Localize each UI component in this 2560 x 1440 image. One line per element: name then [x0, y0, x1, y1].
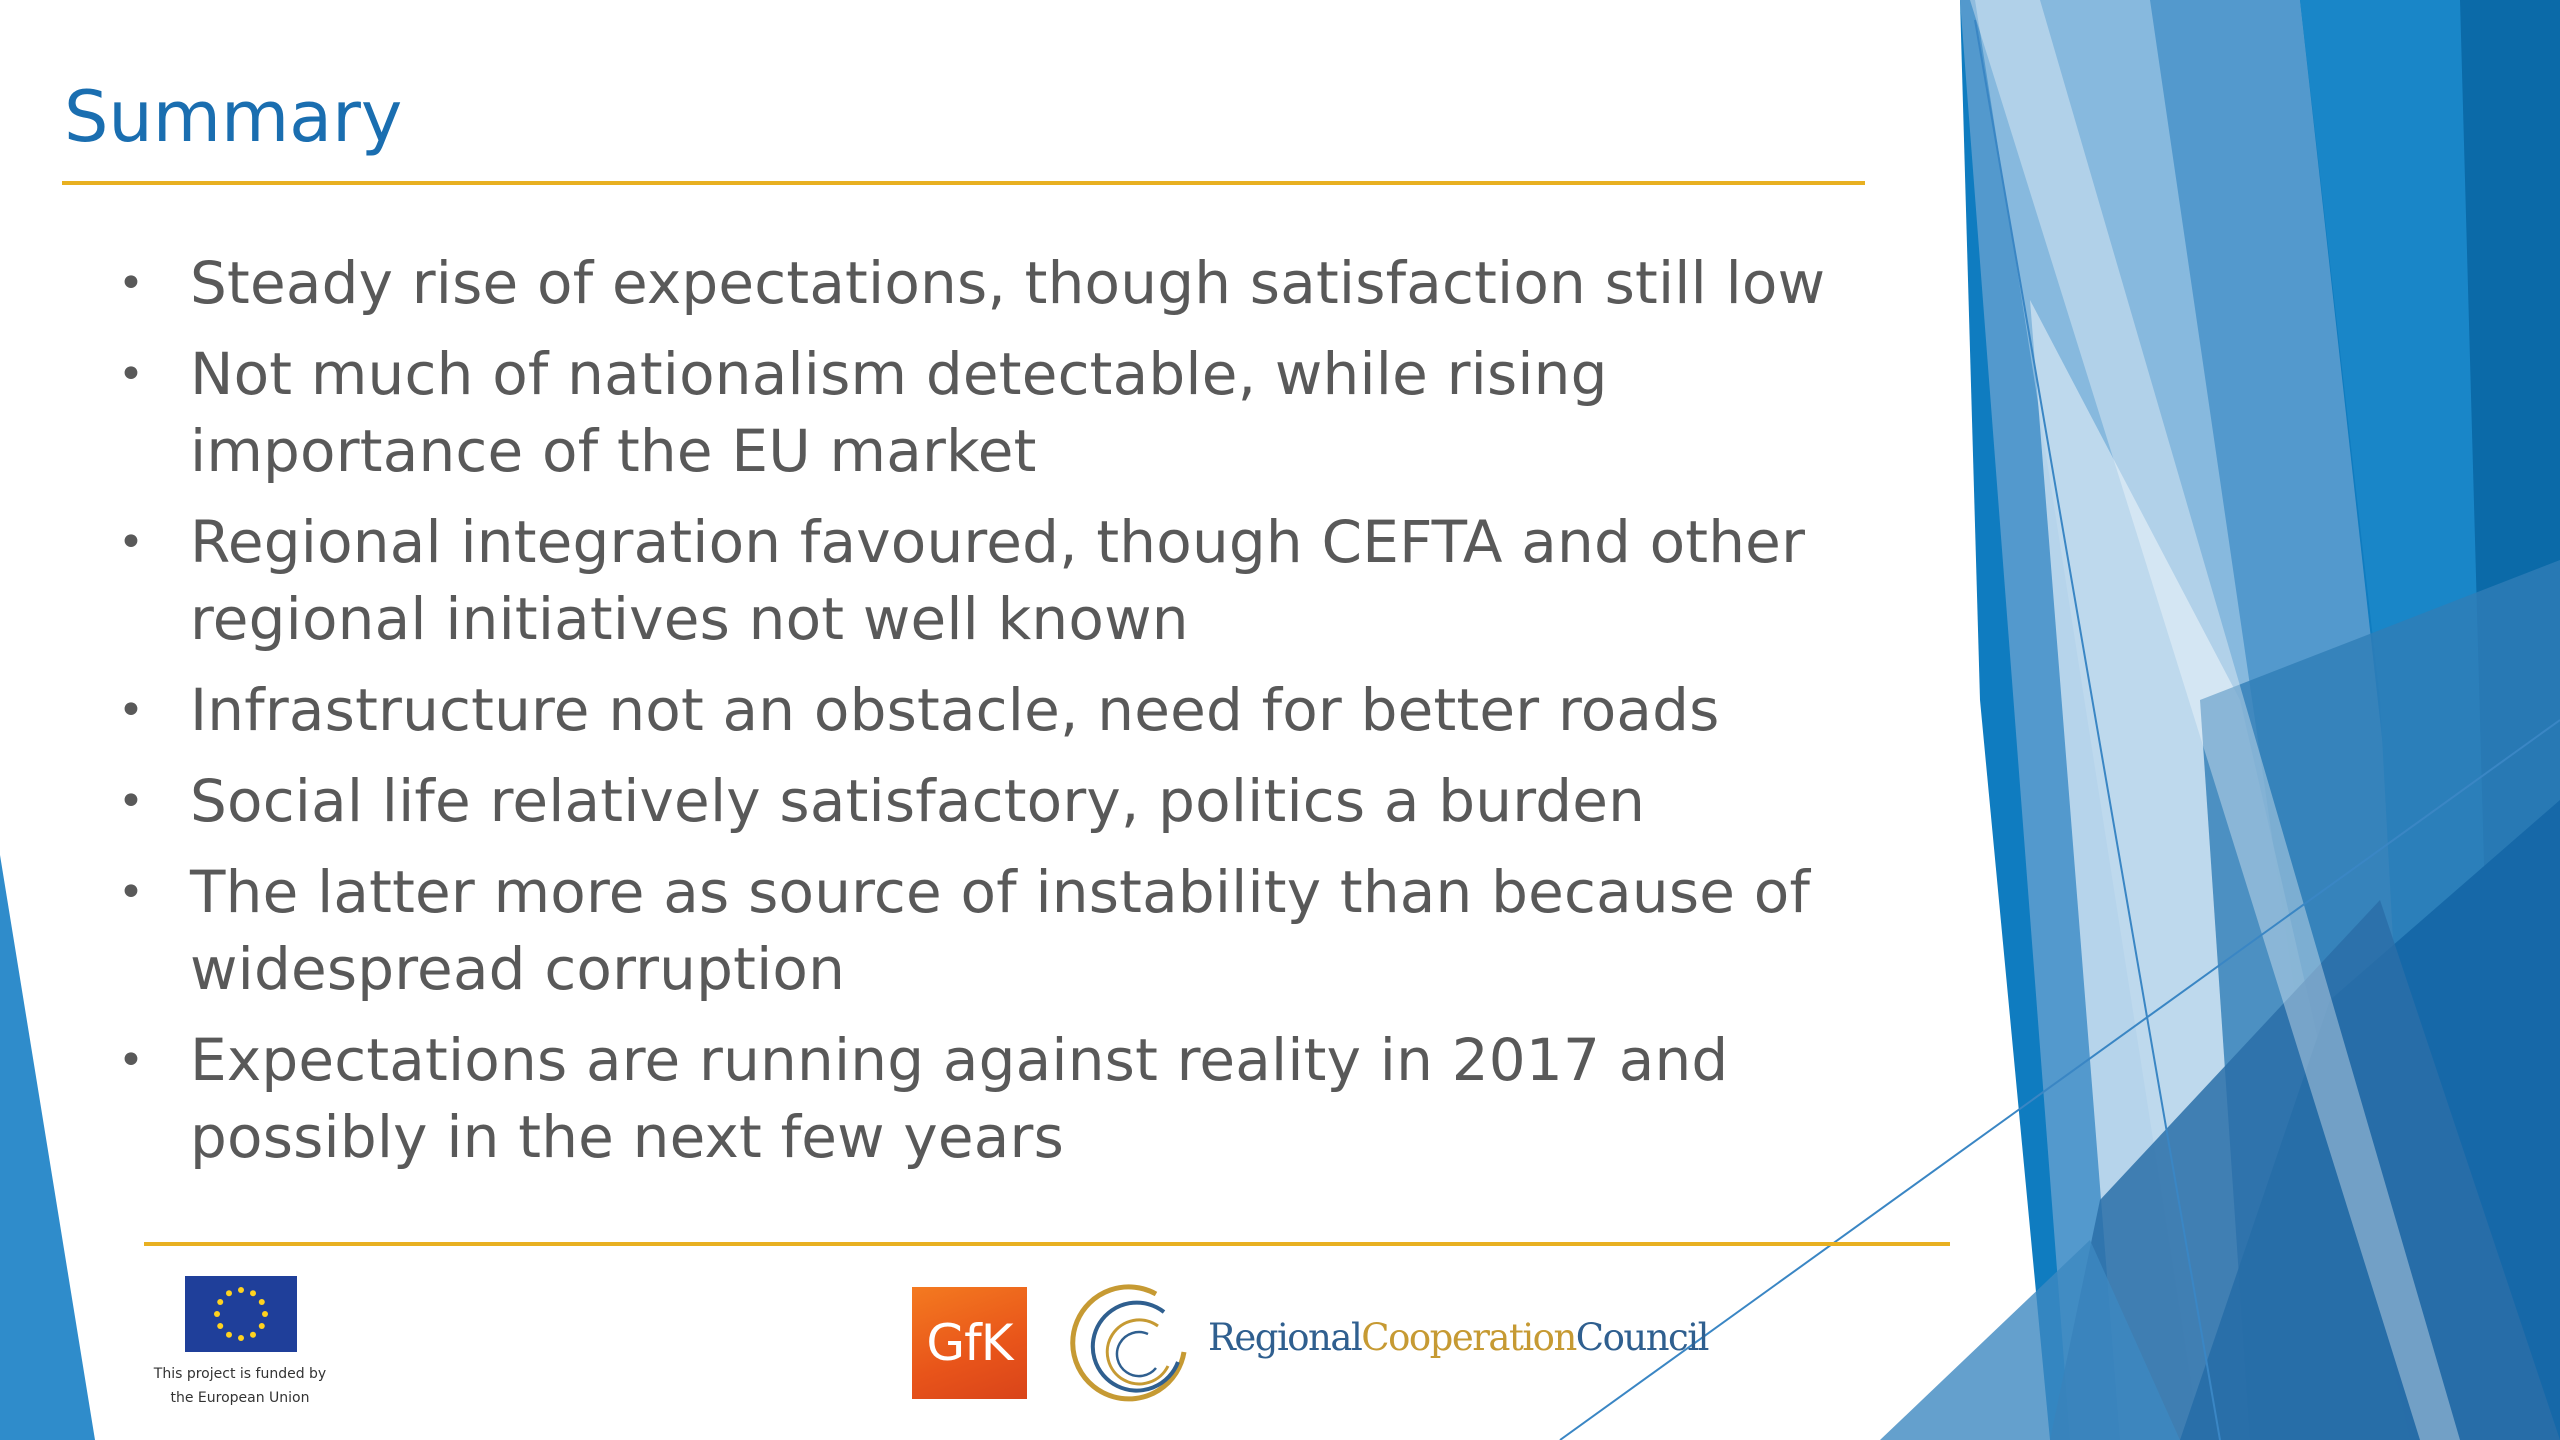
bullet-list: • Steady rise of expectations, though sat… — [110, 245, 1850, 1190]
eu-funding-line: the European Union — [170, 1390, 310, 1406]
bullet-dot-icon: • — [118, 776, 145, 827]
eu-star — [226, 1331, 232, 1338]
bullet-item: • Steady rise of expectations, though sat… — [110, 245, 1850, 322]
eu-flag-icon — [185, 1276, 297, 1352]
eu-funding-text: This project is funded by the European U… — [140, 1362, 340, 1410]
bullet-item: • Regional integration favoured, though C… — [110, 504, 1850, 658]
bullet-text: The latter more as source of instability… — [190, 858, 1811, 1003]
bullet-text: Regional integration favoured, though CE… — [190, 508, 1806, 653]
bullet-text: Expectations are running against reality… — [190, 1026, 1729, 1171]
eu-funding-logo: This project is funded by the European U… — [140, 1276, 340, 1410]
eu-star — [217, 1323, 224, 1329]
bullet-text: Steady rise of expectations, though sati… — [190, 249, 1826, 317]
eu-funding-line: This project is funded by — [153, 1366, 327, 1382]
bullet-item: • The latter more as source of instabilit… — [110, 854, 1850, 1008]
gfk-logo: GfK — [912, 1287, 1027, 1399]
bullet-item: • Infrastructure not an obstacle, need fo… — [110, 672, 1850, 749]
bullet-text: Infrastructure not an obstacle, need for… — [190, 676, 1720, 744]
bullet-item: • Not much of nationalism detectable, whi… — [110, 336, 1850, 490]
bullet-item: • Expectations are running against realit… — [110, 1022, 1850, 1176]
eu-star — [214, 1311, 220, 1317]
eu-star — [226, 1290, 232, 1297]
bullet-dot-icon: • — [118, 1035, 145, 1086]
bullet-dot-icon: • — [118, 258, 145, 309]
bullet-text: Not much of nationalism detectable, whil… — [190, 340, 1608, 485]
bullet-dot-icon: • — [118, 517, 145, 568]
eu-star — [250, 1290, 256, 1297]
rcc-logo-word: Council — [1575, 1316, 1710, 1359]
bullet-text: Social life relatively satisfactory, pol… — [190, 767, 1646, 835]
footer-divider — [144, 1242, 1950, 1246]
eu-star — [258, 1323, 265, 1329]
bullet-item: • Social life relatively satisfactory, po… — [110, 763, 1850, 840]
rcc-logo-text: RegionalCooperationCouncil — [1208, 1316, 1710, 1359]
eu-star — [238, 1287, 244, 1293]
bullet-dot-icon: • — [118, 349, 145, 400]
eu-star — [262, 1311, 268, 1317]
bullet-dot-icon: • — [118, 867, 145, 918]
rcc-logo-word: Cooperation — [1361, 1316, 1577, 1359]
eu-star — [217, 1299, 224, 1305]
rcc-swirl-icon — [1070, 1284, 1187, 1402]
page-title: Summary — [64, 76, 403, 158]
bullet-dot-icon: • — [118, 685, 145, 736]
eu-star — [250, 1331, 256, 1338]
eu-star — [238, 1335, 244, 1341]
title-divider — [62, 181, 1865, 185]
rcc-logo-word: Regional — [1208, 1316, 1363, 1359]
eu-star — [258, 1299, 265, 1305]
